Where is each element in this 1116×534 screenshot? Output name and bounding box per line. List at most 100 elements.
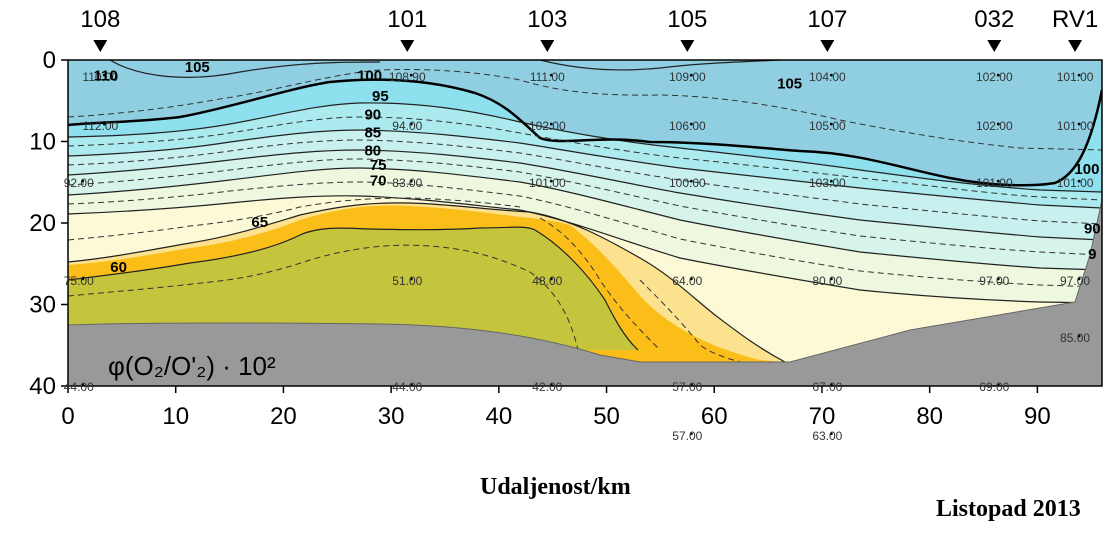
- sample-value-labels: 110.00 112.00 92.00 75.00 44.00 108.90 94.00 83…: [64, 70, 1094, 443]
- x-tick-label: 40: [485, 403, 512, 430]
- sample-value: 103.00: [809, 176, 846, 190]
- sample-point: [689, 277, 693, 281]
- x-tick-label: 10: [162, 403, 189, 430]
- sample-value: 104.00: [809, 70, 846, 84]
- sample-value: 102.00: [976, 70, 1013, 84]
- contour-label: 85: [364, 124, 381, 141]
- sample-point: [1077, 179, 1081, 183]
- y-tick-label: 0: [43, 47, 56, 74]
- panel-label: φ(O₂/O'₂) · 10²: [108, 351, 276, 381]
- station-label: 105: [667, 6, 707, 33]
- sample-value: 67.00: [812, 380, 842, 394]
- sample-point: [996, 277, 1000, 281]
- station-marker: [540, 40, 555, 52]
- contour-lines-solid: [68, 60, 1102, 363]
- sample-value: 101.00: [1057, 70, 1094, 84]
- sample-point: [1077, 73, 1081, 77]
- contour-label: 90: [364, 106, 381, 123]
- sample-point: [689, 432, 693, 436]
- sample-point: [829, 179, 833, 183]
- x-tick-label: 60: [701, 403, 728, 430]
- sample-point: [549, 122, 553, 126]
- sample-point: [1077, 277, 1081, 281]
- contour-label: 105: [185, 59, 210, 76]
- sample-point: [81, 179, 85, 183]
- sample-point: [996, 383, 1000, 387]
- station-marker: [1068, 40, 1083, 52]
- sample-value: 51.00: [392, 274, 422, 288]
- station-label: RV1: [1052, 6, 1098, 33]
- sample-value: 101.00: [1057, 119, 1094, 133]
- station-label: 032: [974, 6, 1014, 33]
- date-label: Listopad 2013: [936, 496, 1081, 522]
- sample-point: [689, 179, 693, 183]
- sample-value: 69.00: [979, 380, 1009, 394]
- contour-label: 95: [372, 88, 389, 105]
- sample-point: [102, 73, 106, 77]
- contour-label: 65: [251, 214, 268, 231]
- contour-label: 100: [357, 67, 382, 84]
- sample-point: [996, 179, 1000, 183]
- sample-point: [81, 383, 85, 387]
- sample-point: [829, 73, 833, 77]
- station-label: 107: [807, 6, 847, 33]
- contour-lines-dashed: [68, 68, 1102, 371]
- sample-value: 57.00: [672, 380, 702, 394]
- station-label: 108: [80, 6, 120, 33]
- sample-point: [409, 179, 413, 183]
- station-label: 103: [527, 6, 567, 33]
- sample-value: 63.00: [812, 429, 842, 443]
- sample-value: 83.00: [392, 176, 422, 190]
- sample-value: 102.00: [976, 119, 1013, 133]
- contour-label: 90: [1084, 221, 1101, 238]
- x-tick-label: 20: [270, 403, 297, 430]
- sample-point: [689, 73, 693, 77]
- sample-point: [409, 122, 413, 126]
- station-markers: 108 101 103 105 107 032 RV1: [80, 6, 1098, 52]
- x-tick-label: 50: [593, 403, 620, 430]
- sample-point: [102, 122, 106, 126]
- sample-point: [549, 179, 553, 183]
- sample-value: 97.00: [1060, 274, 1090, 288]
- sample-point: [689, 122, 693, 126]
- contour-100-thick: [68, 78, 1102, 187]
- sample-value: 100.00: [669, 176, 706, 190]
- x-axis: 0 10 20 30 40 50 60 70 80 90: [61, 386, 1051, 430]
- sample-point: [996, 122, 1000, 126]
- station-marker: [987, 40, 1002, 52]
- sample-point: [829, 383, 833, 387]
- sample-point: [829, 432, 833, 436]
- sample-point: [689, 383, 693, 387]
- sample-point: [829, 277, 833, 281]
- sample-value: 64.00: [672, 274, 702, 288]
- sample-value: 106.00: [669, 119, 706, 133]
- sample-point: [829, 122, 833, 126]
- sample-value: 97.00: [979, 274, 1009, 288]
- sample-point: [549, 73, 553, 77]
- x-tick-label: 0: [61, 403, 74, 430]
- sample-value: 94.00: [392, 119, 422, 133]
- y-tick-label: 40: [29, 373, 56, 400]
- sample-point: [409, 73, 413, 77]
- contour-label: 110: [94, 67, 118, 84]
- station-marker: [400, 40, 415, 52]
- contour-label: 80: [364, 142, 381, 159]
- sample-value: 109.00: [669, 70, 706, 84]
- x-tick-label: 80: [916, 403, 943, 430]
- sample-point: [996, 73, 1000, 77]
- station-marker: [93, 40, 108, 52]
- seafloor: [68, 199, 1102, 386]
- sample-value: 75.00: [64, 274, 94, 288]
- sample-point: [549, 383, 553, 387]
- sample-value: 48.00: [532, 274, 562, 288]
- sample-value: 105.00: [809, 119, 846, 133]
- sample-value: 44.00: [64, 380, 94, 394]
- sample-value: 80.00: [812, 274, 842, 288]
- x-axis-title: Udaljenost/km: [480, 474, 631, 500]
- sample-point: [1077, 334, 1081, 338]
- station-marker: [820, 40, 835, 52]
- contour-label: 105: [777, 76, 802, 93]
